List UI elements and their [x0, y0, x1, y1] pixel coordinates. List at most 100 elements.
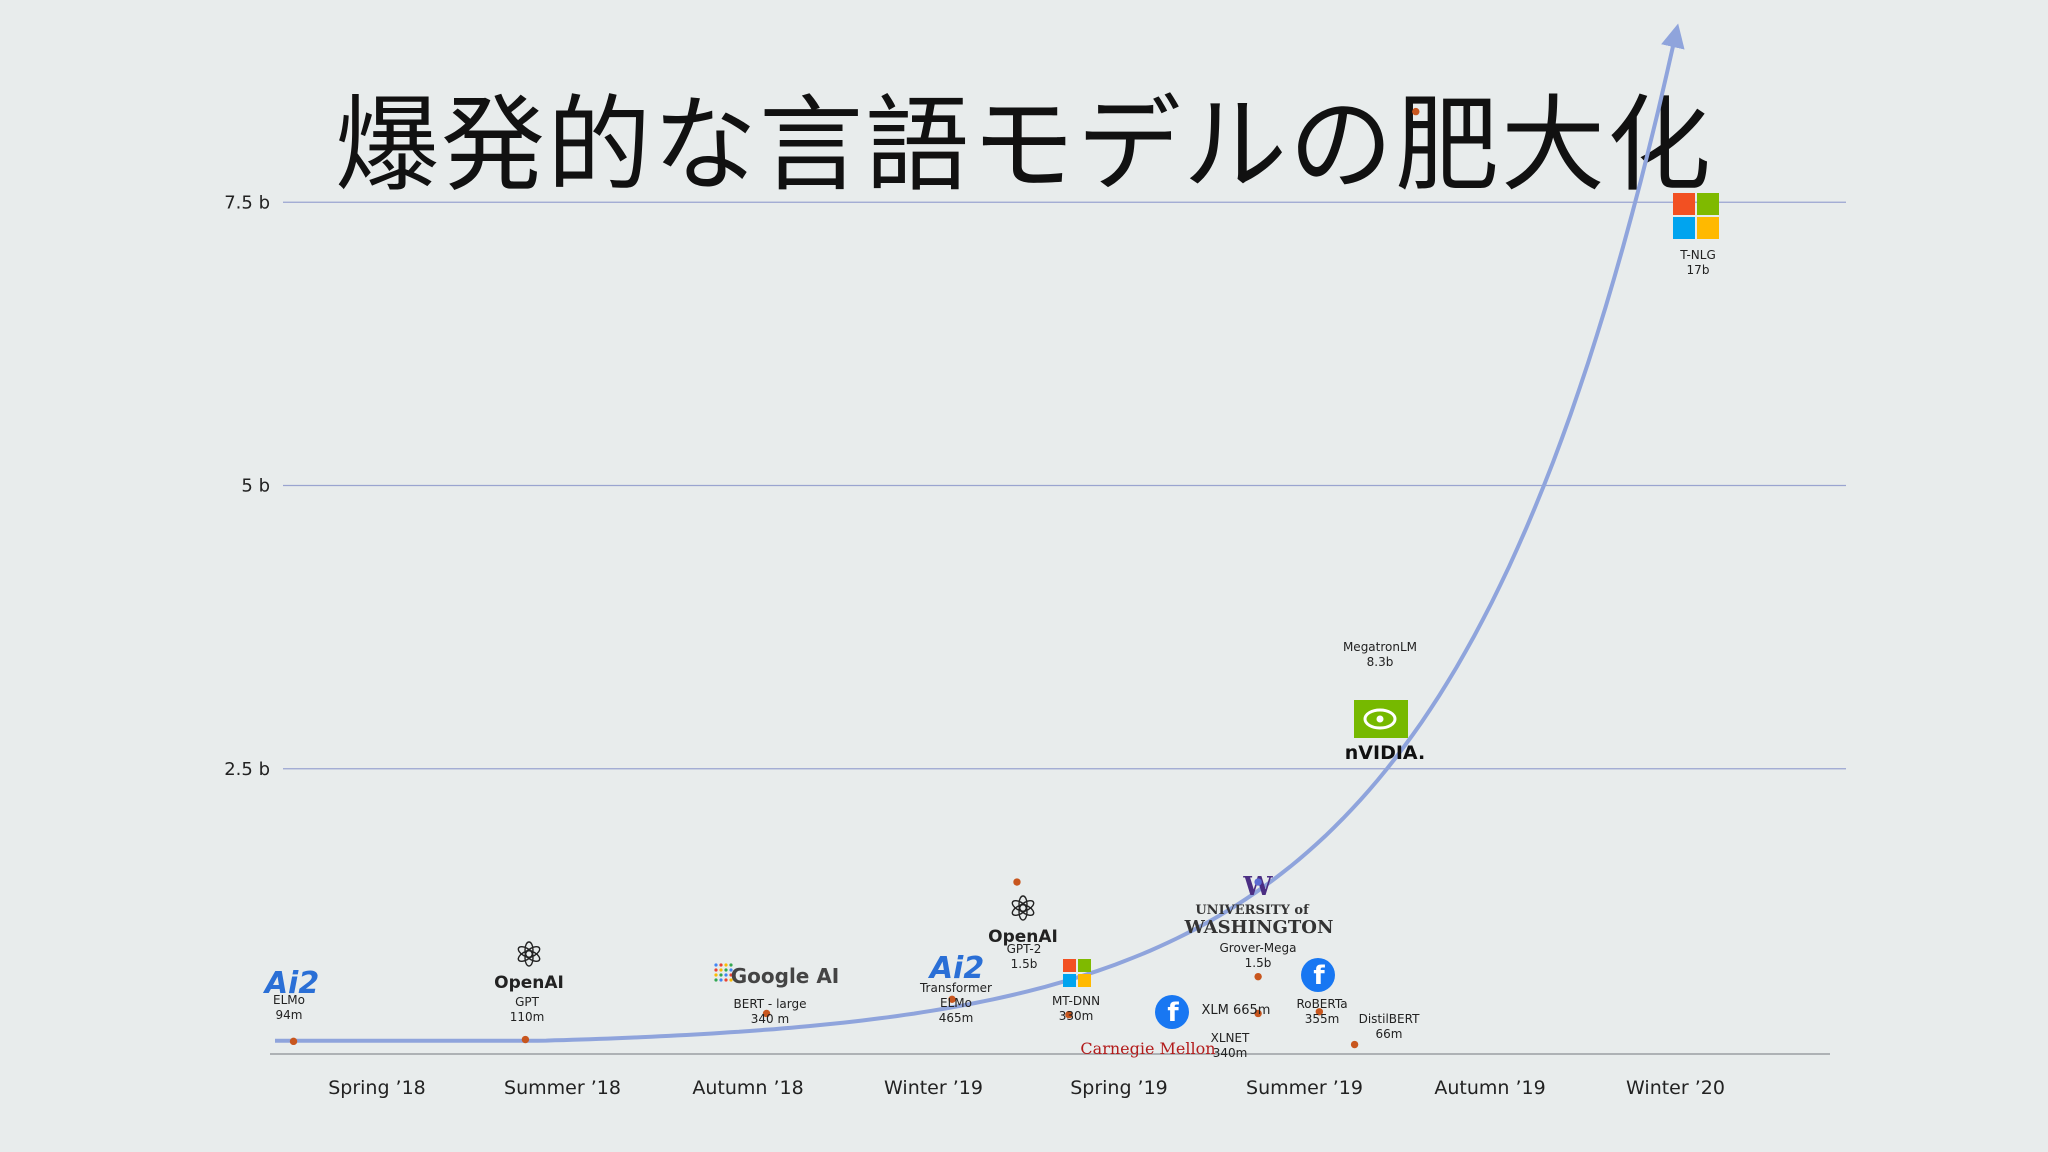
uw-logo-text-top: UNIVERSITY of [1195, 903, 1310, 918]
data-label-size: 17b [1687, 263, 1710, 277]
facebook-circle-icon [1301, 958, 1335, 992]
openai-knot-icon [517, 941, 541, 967]
data-label-model: DistilBERT [1359, 1012, 1420, 1026]
data-label-model: T-NLG [1679, 248, 1716, 262]
ms-square-red [1673, 193, 1695, 215]
google-dot-icon [729, 973, 733, 977]
google-dot-icon [714, 973, 718, 977]
carnegie-mellon-logo: Carnegie Mellon [1080, 1039, 1215, 1058]
carnegie-mellon-logo-text: Carnegie Mellon [1080, 1039, 1215, 1058]
data-label-model: GPT-2 [1007, 942, 1042, 956]
data-point [762, 1009, 771, 1018]
data-label-size: 1.5b [1245, 956, 1272, 970]
data-point [1412, 107, 1420, 116]
google-dot-icon [729, 963, 733, 967]
curve-layer [275, 23, 1685, 1043]
data-label-text: XLM 665m [1202, 1003, 1271, 1018]
data-label-model: BERT - large [734, 997, 807, 1011]
openai-logo: OpenAI [988, 895, 1058, 947]
openai-knot-icon [1011, 895, 1035, 921]
ai2-logo-text: Ai2 [928, 951, 984, 986]
ai2-logo: Ai2 [263, 966, 319, 1001]
nvidia-logo: nVIDIA. [1345, 700, 1425, 764]
facebook-f-icon: f [1167, 998, 1179, 1028]
facebook-f-icon: f [1313, 961, 1325, 991]
data-label-model: Transformer [919, 981, 992, 995]
ms-square-red [1063, 959, 1076, 972]
x-tick-label: Winter ’19 [884, 1077, 983, 1099]
y-tick-label: 2.5 b [224, 759, 270, 780]
trend-curve [275, 23, 1685, 1043]
x-tick-label: Spring ’19 [1070, 1077, 1168, 1099]
data-label-model: ELMo [273, 993, 305, 1007]
google-dot-icon [729, 968, 733, 972]
data-label-model: Grover-Mega [1220, 941, 1297, 955]
google-dot-icon [719, 978, 723, 982]
x-tick-label: Summer ’18 [504, 1077, 621, 1099]
microsoft-logo [1063, 959, 1091, 987]
data-label-model: MegatronLM [1343, 640, 1417, 654]
data-label-size: 340m [1213, 1046, 1248, 1060]
data-label-model: XLNET [1211, 1031, 1250, 1045]
google-dot-icon [729, 978, 733, 982]
ai2-logo-text: Ai2 [263, 966, 319, 1001]
data-point [1013, 878, 1021, 886]
data-label-model: MT-DNN [1052, 994, 1100, 1008]
uw-logo-text-bottom: WASHINGTON [1184, 917, 1334, 938]
x-tick-label: Winter ’20 [1626, 1077, 1725, 1099]
ms-square-blue [1673, 217, 1695, 239]
openai-logo-text: OpenAI [494, 973, 564, 993]
google-ai-logo: Google AI [714, 963, 839, 988]
nvidia-pupil-icon [1376, 715, 1384, 723]
data-label-model: GPT [515, 995, 540, 1009]
data-point [521, 1035, 530, 1044]
openai-knot-petal [517, 946, 534, 958]
y-tick-label: 7.5 b [224, 192, 270, 213]
ms-square-blue [1063, 974, 1076, 987]
data-label-model: RoBERTa [1296, 997, 1347, 1011]
x-tick-label: Autumn ’19 [1434, 1077, 1545, 1099]
point-layer [289, 107, 1420, 1049]
data-label-size: 340 m [751, 1012, 789, 1026]
microsoft-logo [1673, 193, 1719, 239]
axis-layer: 2.5 b5 b7.5 b10 b12.5 b15 b17.5 bSpring … [224, 192, 1725, 1099]
nvidia-eye-icon [1363, 708, 1397, 730]
data-point [948, 995, 956, 1004]
data-point [289, 1037, 298, 1046]
facebook-logo: f [1301, 958, 1335, 992]
google-dot-icon [724, 973, 728, 977]
data-label-model: ELMo [940, 996, 972, 1010]
grid-layer [270, 201, 1846, 1055]
google-dot-icon [719, 968, 723, 972]
data-label: GPT-21.5b [1007, 942, 1042, 971]
data-point [1065, 1010, 1073, 1019]
openai-knot-petal [517, 950, 534, 962]
data-label: XLM 665m [1202, 1003, 1271, 1018]
slide-title: 爆発的な言語モデルの肥大化 [334, 84, 1713, 206]
x-tick-label: Autumn ’18 [692, 1077, 803, 1099]
google-dot-icon [724, 963, 728, 967]
data-label-size: 8.3b [1367, 655, 1394, 669]
data-point [1350, 1040, 1359, 1049]
openai-logo-text: OpenAI [988, 927, 1058, 947]
google-dot-icon [714, 963, 718, 967]
ms-square-yellow [1697, 217, 1719, 239]
openai-knot-petal [1011, 904, 1028, 916]
x-tick-label: Spring ’18 [328, 1077, 426, 1099]
google-dot-icon [714, 978, 718, 982]
y-tick-label: 5 b [241, 476, 270, 497]
data-label-size: 1.5b [1011, 957, 1038, 971]
nvidia-logo-text: nVIDIA. [1345, 742, 1425, 764]
x-tick-label: Summer ’19 [1246, 1077, 1363, 1099]
